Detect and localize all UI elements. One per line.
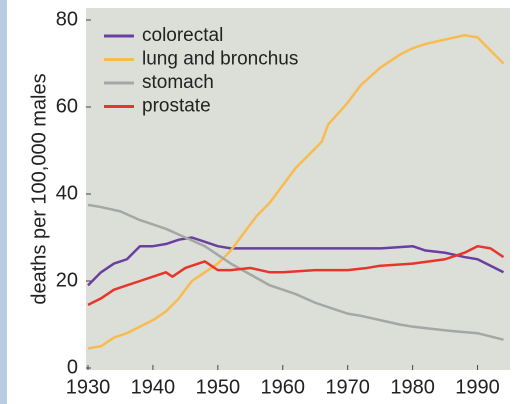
edge-strip <box>0 0 7 404</box>
y-tick-label: 20 <box>56 269 78 291</box>
line-series <box>87 203 504 341</box>
x-tick-label: 1980 <box>390 376 435 398</box>
y-tick-label: 80 <box>56 8 78 30</box>
x-tick-label: 1990 <box>455 376 500 398</box>
legend-label: prostate <box>142 96 211 117</box>
legend-label: stomach <box>142 72 214 93</box>
x-tick-label: 1970 <box>325 376 370 398</box>
y-tick-label: 40 <box>56 182 78 204</box>
y-axis-label: deaths per 100,000 males <box>28 73 50 304</box>
plot-background <box>86 8 510 370</box>
line-series <box>87 33 505 350</box>
x-tick-label: 1950 <box>196 376 241 398</box>
y-tick-label: 0 <box>67 356 78 378</box>
legend-label: colorectal <box>142 25 223 46</box>
x-tick-label: 1940 <box>131 376 176 398</box>
y-tick-label: 60 <box>56 95 78 117</box>
line-series <box>87 244 505 307</box>
line-series <box>87 236 505 287</box>
legend-label: lung and bronchus <box>142 49 298 70</box>
x-tick-label: 1930 <box>66 376 111 398</box>
x-tick-label: 1960 <box>261 376 306 398</box>
